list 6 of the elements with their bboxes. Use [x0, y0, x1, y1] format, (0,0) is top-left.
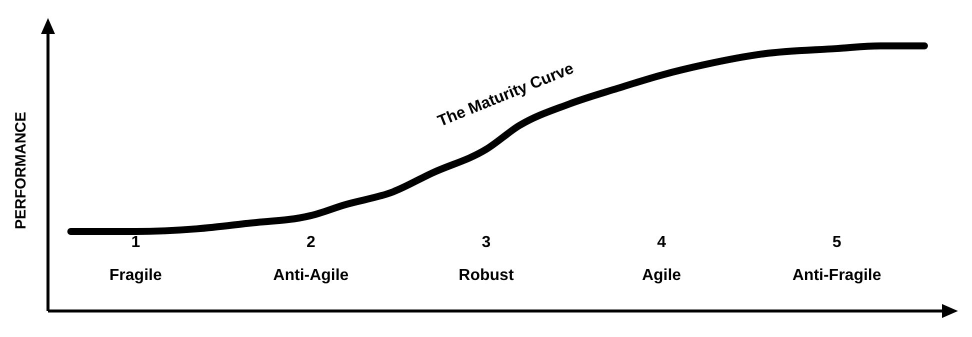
x-tick-label: 3 Robust	[458, 234, 514, 284]
x-tick-label: 1 Fragile	[109, 234, 162, 284]
y-axis-title: PERFORMANCE	[12, 112, 30, 230]
x-tick-label: 4 Agile	[642, 234, 682, 284]
x-tick-label: 5 Anti-Fragile	[792, 234, 882, 284]
x-tick-label: 2 Anti-Agile	[273, 234, 349, 284]
